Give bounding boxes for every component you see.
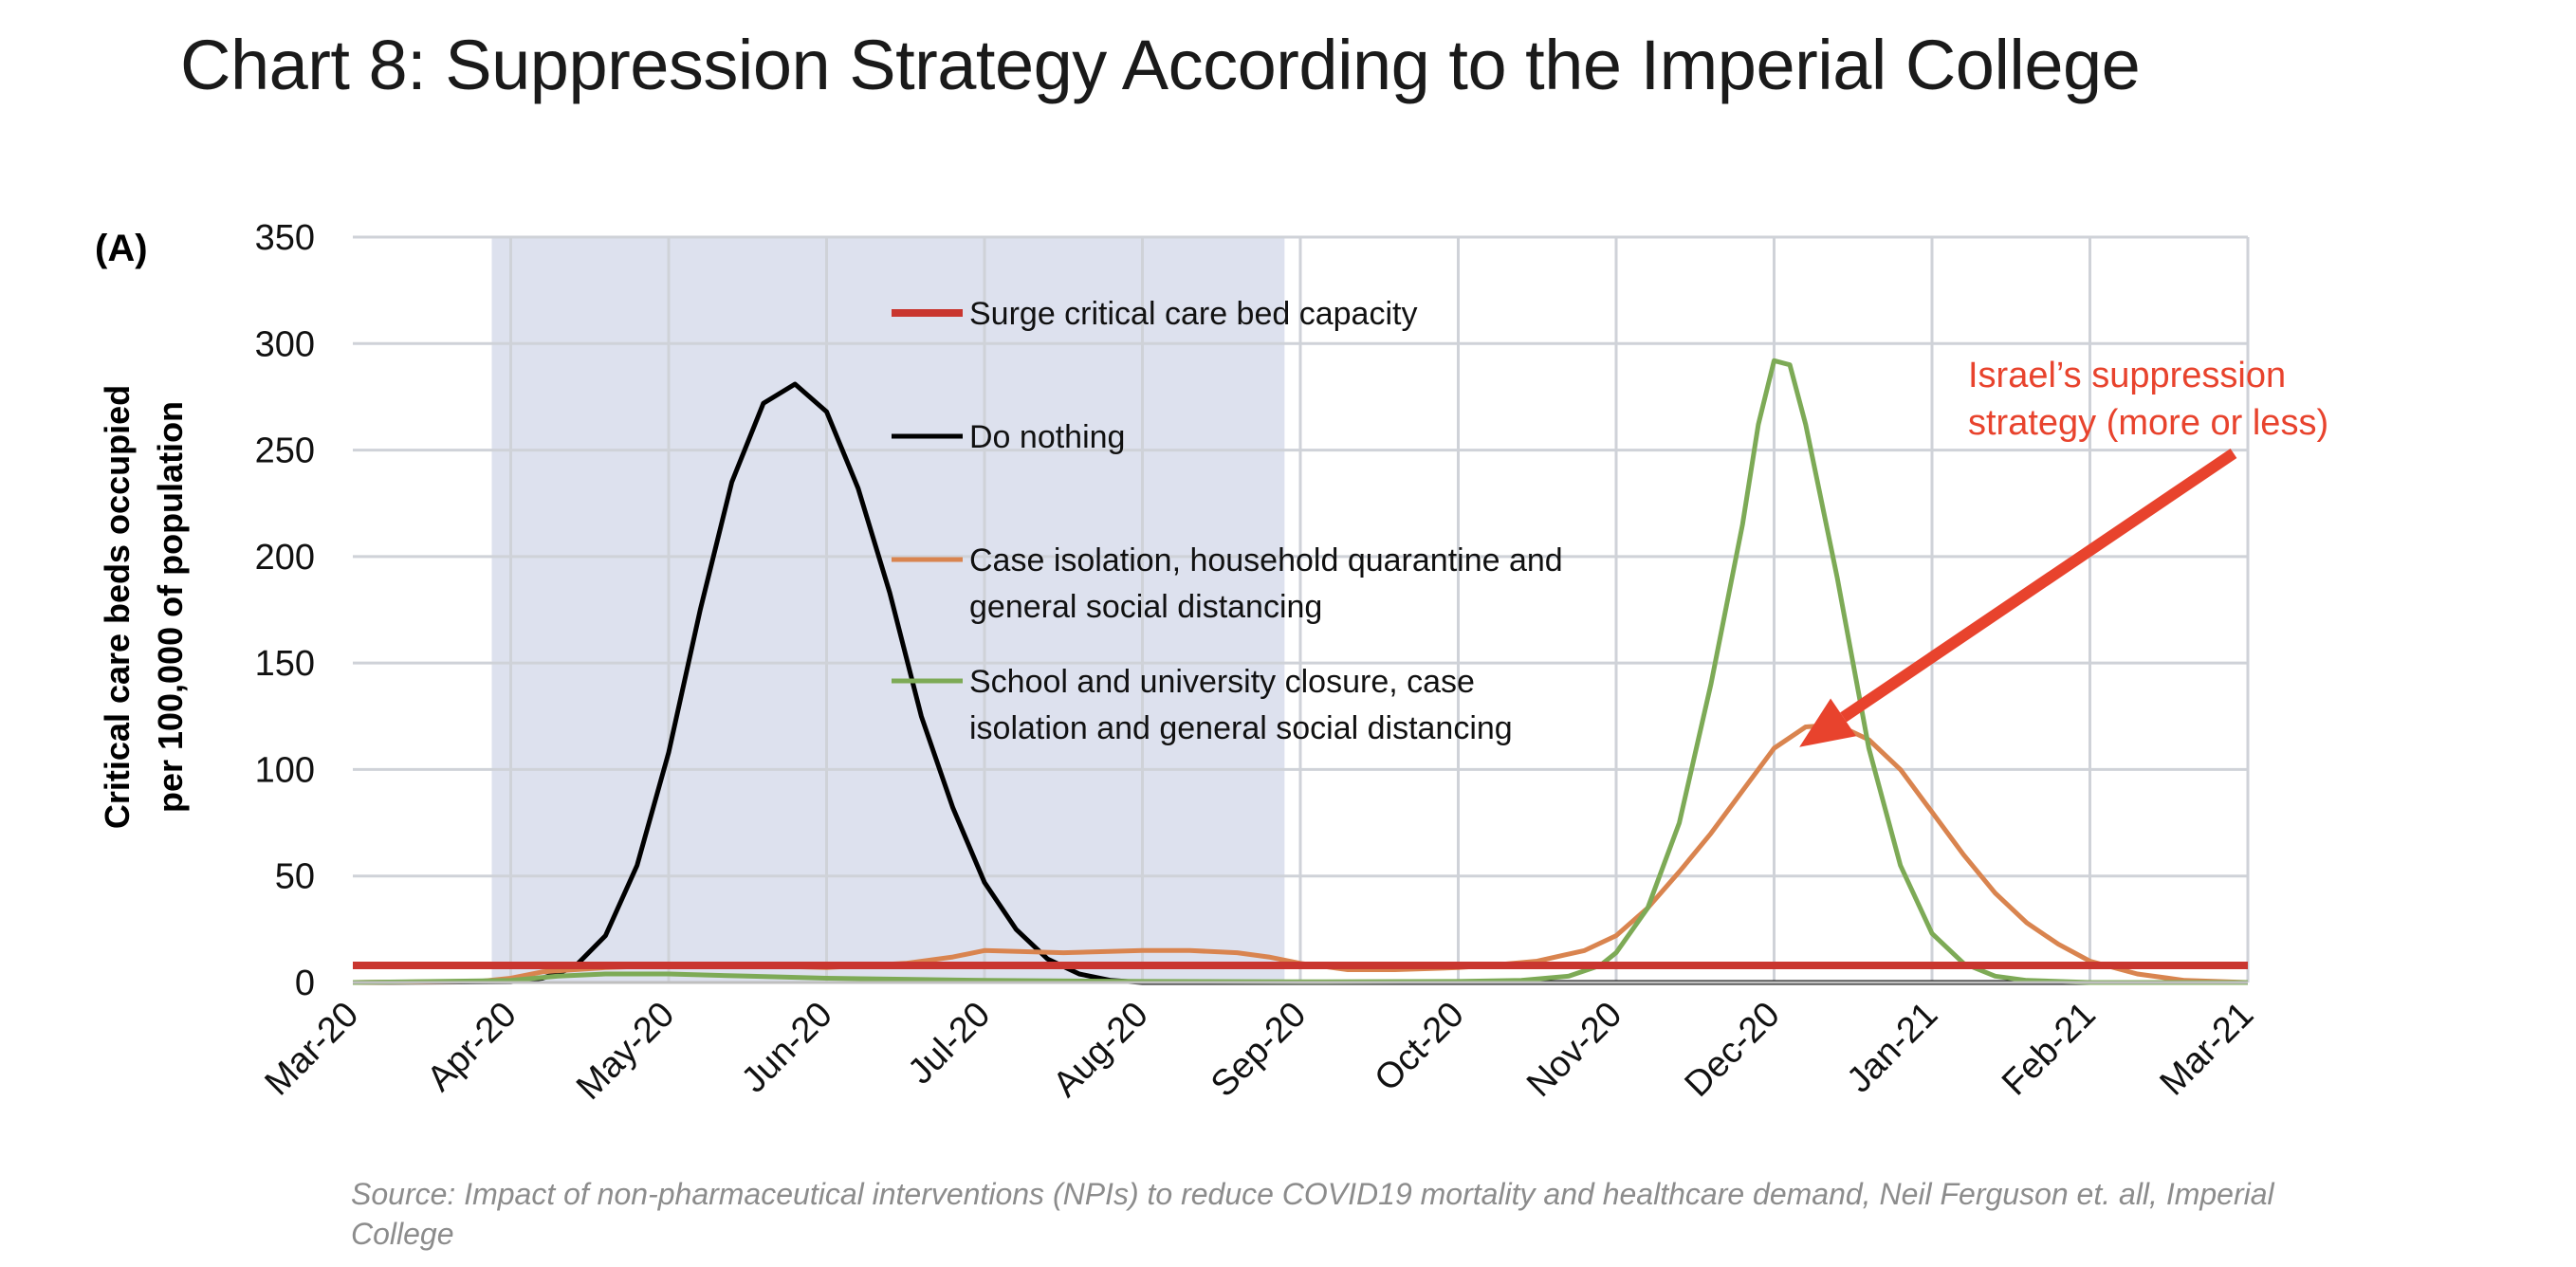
y-tick-label: 200	[255, 538, 315, 578]
y-tick-label: 100	[255, 750, 315, 790]
x-tick-label: Oct-20	[1368, 995, 1472, 1099]
annotation-label: strategy (more or less)	[1968, 403, 2328, 443]
x-tick-label: Sep-20	[1204, 995, 1314, 1105]
x-tick-label: Aug-20	[1046, 995, 1156, 1105]
legend-item-surge-critical-care-bed-capacity: Surge critical care bed capacity	[892, 296, 1417, 332]
legend-label: Surge critical care bed capacity	[969, 296, 1417, 332]
legend-label: general social distancing	[969, 589, 1322, 625]
legend-label: Case isolation, household quarantine and	[969, 542, 1563, 578]
x-tick-label: May-20	[569, 995, 682, 1108]
series-line-school-and-university-closure-case-isolation-and-general-social-distancing	[353, 358, 2248, 985]
series-line-do-nothing	[353, 381, 2248, 985]
legend-item-case-isolation-household-quarantine-and-general-social-distancing: Case isolation, household quarantine and…	[892, 542, 1563, 625]
x-tick-label: Mar-20	[258, 995, 367, 1104]
x-tick-label: Dec-20	[1678, 995, 1788, 1105]
y-tick-label: 50	[275, 857, 315, 897]
legend-item-school-and-university-closure-case-isolation-and-general-social-distancing: School and university closure, case isola…	[892, 664, 1513, 746]
x-tick-label: Jan-21	[1839, 995, 1945, 1101]
annotation-label: Israel’s suppression	[1968, 356, 2286, 395]
y-tick-label: 300	[255, 324, 315, 364]
y-tick-label: 0	[295, 964, 315, 1003]
x-tick-label: Mar-21	[2153, 995, 2262, 1104]
x-tick-label: Jun-20	[734, 995, 840, 1101]
legend-item-do-nothing: Do nothing	[892, 419, 1125, 455]
x-tick-label: Apr-20	[420, 995, 524, 1099]
legend-label: Do nothing	[969, 419, 1125, 455]
y-tick-label: 250	[255, 432, 315, 471]
panel-label: (A)	[95, 228, 148, 269]
source-note: Source: Impact of non-pharmaceutical int…	[351, 1177, 2274, 1252]
x-tick-label: Feb-21	[1995, 995, 2104, 1104]
y-tick-label: 150	[255, 644, 315, 684]
x-tick-label: Jul-20	[900, 995, 998, 1093]
shaded-period	[491, 237, 1285, 982]
legend-label: isolation and general social distancing	[969, 710, 1513, 746]
annotation-arrow-head	[1799, 698, 1856, 747]
legend-label: School and university closure, case	[969, 664, 1475, 700]
x-tick-label: Nov-20	[1519, 995, 1629, 1105]
y-tick-label: 350	[255, 218, 315, 258]
annotation-arrow-shaft	[1840, 449, 2237, 723]
page-title: Chart 8: Suppression Strategy According …	[180, 26, 2141, 104]
